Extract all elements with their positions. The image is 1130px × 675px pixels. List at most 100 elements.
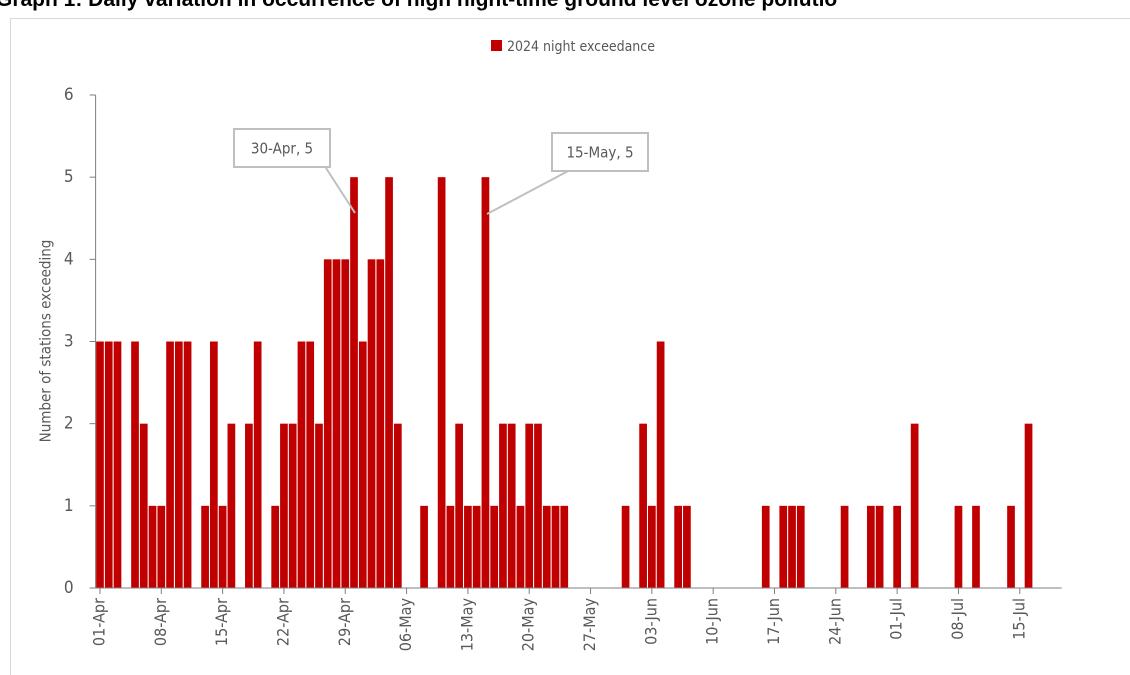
- bar: [893, 505, 901, 588]
- bar: [297, 341, 306, 588]
- bar: [1007, 505, 1015, 588]
- bar: [779, 505, 788, 588]
- x-tick-label: 17-Jun: [764, 598, 783, 645]
- y-tick-label: 3: [64, 332, 74, 352]
- bar: [323, 259, 332, 588]
- x-tick-label: 20-May: [519, 598, 538, 652]
- bar: [648, 505, 656, 588]
- y-tick-label: 1: [64, 496, 74, 516]
- bar: [525, 423, 534, 588]
- bar: [490, 505, 499, 588]
- x-tick-label: 15-Jul: [1009, 598, 1028, 640]
- x-tick-label: 24-Jun: [825, 598, 844, 645]
- bar: [420, 505, 428, 588]
- bar: [367, 259, 376, 588]
- bar: [218, 505, 227, 588]
- callout-box: [233, 128, 331, 168]
- bar: [796, 505, 805, 588]
- x-tick-label: 27-May: [580, 598, 599, 652]
- bar: [867, 505, 875, 588]
- bar: [621, 505, 630, 588]
- bar: [761, 505, 770, 588]
- bar: [840, 505, 849, 588]
- bar: [271, 505, 280, 588]
- bar: [139, 423, 148, 588]
- y-tick-label: 5: [64, 167, 74, 187]
- bar: [507, 423, 516, 588]
- x-tick-label: 22-Apr: [273, 598, 292, 646]
- bar: [534, 423, 542, 588]
- bar: [656, 341, 665, 588]
- y-tick-label: 2: [64, 414, 74, 434]
- callout-box: [551, 132, 649, 172]
- bar: [674, 505, 682, 588]
- bar: [972, 505, 980, 588]
- x-tick-label: 01-Jul: [887, 598, 906, 640]
- bar: [174, 341, 183, 588]
- bar: [166, 341, 174, 588]
- bar: [499, 423, 507, 588]
- bar: [306, 341, 315, 588]
- bar: [113, 341, 122, 588]
- bar: [332, 259, 341, 588]
- bar: [437, 177, 446, 588]
- bar: [639, 423, 647, 588]
- bar: [516, 505, 525, 588]
- x-tick-label: 15-Apr: [212, 598, 231, 646]
- bar: [157, 505, 166, 588]
- bar: [455, 423, 463, 588]
- bar: [875, 505, 884, 588]
- bar: [910, 423, 919, 588]
- y-tick-label: 6: [64, 85, 74, 105]
- bar: [148, 505, 157, 588]
- bar: [788, 505, 796, 588]
- chart-frame: [10, 18, 1130, 675]
- bar: [341, 259, 350, 588]
- bar: [104, 341, 113, 588]
- x-tick-label: 08-Apr: [151, 598, 170, 646]
- callout-pointer: [325, 167, 356, 214]
- x-tick-label: 06-May: [396, 598, 415, 652]
- bar: [315, 423, 323, 588]
- legend-swatch: [491, 40, 502, 51]
- bar: [464, 505, 472, 588]
- bar: [560, 505, 569, 588]
- bar: [393, 423, 402, 588]
- bar: [446, 505, 455, 588]
- bar: [954, 505, 963, 588]
- bar: [280, 423, 288, 588]
- y-tick-label: 4: [64, 249, 74, 269]
- y-tick-label: 0: [64, 578, 74, 598]
- bar: [376, 259, 385, 588]
- callout-pointer: [486, 169, 571, 215]
- x-tick-label: 29-Apr: [335, 598, 354, 646]
- callout-text: 15-May, 5: [566, 144, 633, 162]
- bar: [201, 505, 209, 588]
- bar: [253, 341, 262, 588]
- legend-label: 2024 night exceedance: [507, 39, 655, 55]
- x-tick-label: 01-Apr: [89, 598, 108, 646]
- bar: [358, 341, 367, 588]
- bar: [472, 505, 481, 588]
- bar: [183, 341, 192, 588]
- bar: [131, 341, 139, 588]
- bar: [96, 341, 104, 588]
- x-tick-label: 10-Jun: [703, 598, 722, 645]
- bar: [350, 177, 358, 588]
- y-axis-label: Number of stations exceeding: [37, 240, 55, 443]
- bar: [210, 341, 218, 588]
- bar: [227, 423, 236, 588]
- x-tick-label: 03-Jun: [641, 598, 660, 645]
- callout-text: 30-Apr, 5: [251, 140, 313, 158]
- bar: [288, 423, 297, 588]
- bar: [683, 505, 691, 588]
- bar: [385, 177, 393, 588]
- bar: [551, 505, 560, 588]
- x-tick-label: 08-Jul: [948, 598, 967, 640]
- bar: [1024, 423, 1033, 588]
- bar: [245, 423, 253, 588]
- x-tick-label: 13-May: [457, 598, 476, 652]
- bar: [542, 505, 551, 588]
